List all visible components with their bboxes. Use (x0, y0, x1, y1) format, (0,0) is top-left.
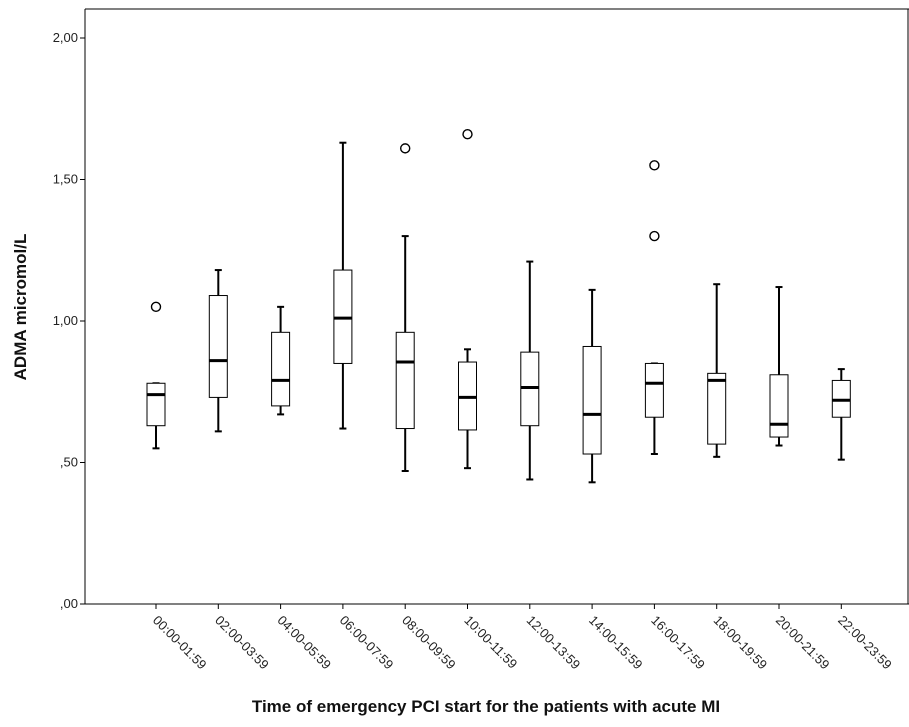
y-tick-label: ,00 (60, 596, 78, 611)
box-group (582, 288, 602, 484)
box-group (520, 260, 540, 481)
box-group (831, 368, 851, 461)
box-group (271, 305, 291, 416)
x-tick-label: 20:00-21:59 (773, 613, 833, 673)
x-axis-title: Time of emergency PCI start for the pati… (252, 697, 720, 716)
x-tick-label: 00:00-01:59 (150, 613, 210, 673)
box-iqr (769, 374, 789, 438)
box-iqr (208, 295, 228, 398)
y-tick-label: 1,50 (53, 172, 78, 187)
box-group (395, 143, 415, 472)
box-group (707, 283, 727, 458)
box-group (333, 141, 353, 430)
y-axis-ticks: ,00 ,50 1,00 1,50 2,00 (53, 30, 85, 611)
box-iqr (146, 382, 166, 427)
y-axis-title: ADMA micromol/L (11, 234, 30, 381)
x-tick-label: 02:00-03:59 (212, 613, 272, 673)
box-iqr (395, 331, 415, 430)
y-tick-label: 1,00 (53, 313, 78, 328)
x-tick-label: 08:00-09:59 (399, 613, 459, 673)
outlier-point (400, 143, 411, 154)
x-axis-ticks: 00:00-01:59 02:00-03:59 04:00-05:59 06:00-0… (150, 604, 895, 672)
x-tick-label: 14:00-15:59 (586, 613, 646, 673)
box-group (458, 129, 477, 470)
x-tick-label: 04:00-05:59 (274, 613, 334, 673)
x-tick-label: 16:00-17:59 (648, 613, 708, 673)
outlier-point (649, 160, 660, 171)
x-tick-label: 12:00-13:59 (524, 613, 584, 673)
box-iqr (582, 345, 602, 455)
box-group (769, 286, 789, 447)
box-group (146, 301, 166, 450)
box-group (644, 160, 664, 456)
x-tick-label: 18:00-19:59 (711, 613, 771, 673)
boxplot-series (146, 129, 851, 484)
box-iqr (271, 331, 291, 407)
x-tick-label: 06:00-07:59 (337, 613, 397, 673)
box-iqr (644, 362, 664, 418)
x-tick-label: 10:00-11:59 (461, 613, 520, 672)
x-tick-label: 22:00-23:59 (835, 613, 895, 673)
outlier-point (649, 230, 660, 242)
outlier-point (462, 129, 473, 140)
y-tick-label: ,50 (60, 455, 78, 470)
outlier-point (150, 301, 162, 313)
y-tick-label: 2,00 (53, 30, 78, 45)
box-iqr (707, 372, 727, 445)
box-group (208, 269, 228, 433)
